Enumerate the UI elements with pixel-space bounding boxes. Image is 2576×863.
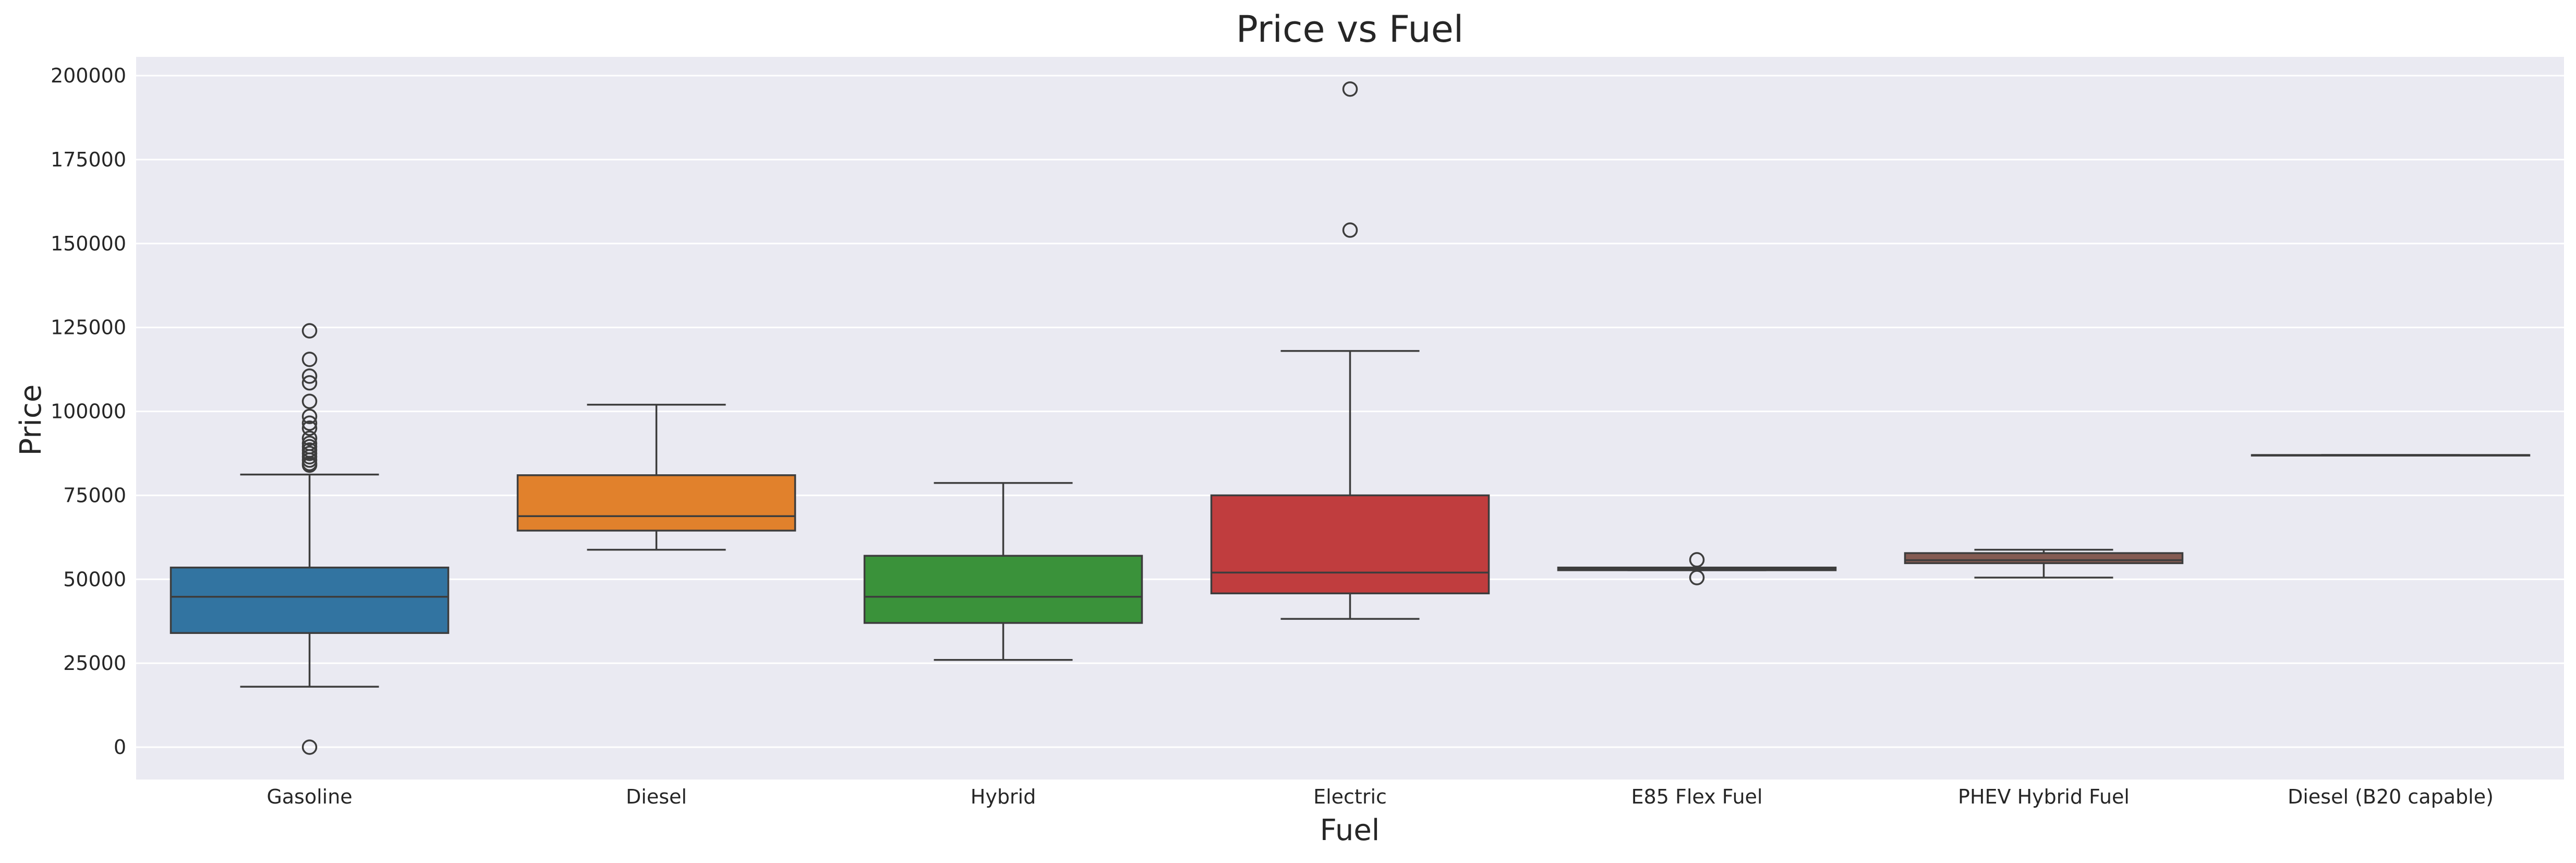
box <box>1904 552 2184 565</box>
outlier-point <box>301 352 318 367</box>
outlier-point <box>301 375 318 391</box>
x-tick-label: Electric <box>1313 785 1387 808</box>
outlier-point <box>301 368 318 384</box>
box <box>516 474 796 532</box>
y-tick-label: 25000 <box>63 652 126 675</box>
box-group <box>1904 548 2184 579</box>
y-tick-label: 175000 <box>51 148 126 171</box>
box <box>1210 494 1490 595</box>
x-tick-label: Diesel <box>626 785 687 808</box>
y-tick-label: 0 <box>114 736 126 759</box>
box-group <box>863 482 1143 661</box>
x-tick-labels: Gasoline Diesel Hybrid Electric E85 Flex Fue… <box>267 785 2494 808</box>
x-tick-label: E85 Flex Fuel <box>1631 785 1763 808</box>
box-group <box>516 403 796 551</box>
box-group <box>170 323 450 755</box>
y-tick-label: 50000 <box>63 568 126 591</box>
y-tick-label: 200000 <box>51 64 126 87</box>
x-tick-label: Diesel (B20 capable) <box>2288 785 2494 808</box>
outlier-point <box>1342 81 1358 97</box>
box-group <box>2251 454 2531 457</box>
y-tick-label: 75000 <box>63 484 126 507</box>
x-tick-label: Hybrid <box>971 785 1036 808</box>
outlier-point <box>301 323 318 339</box>
outlier-point <box>301 420 318 436</box>
box <box>170 566 450 634</box>
y-tick-label: 125000 <box>51 316 126 339</box>
outlier-point <box>1689 570 1705 585</box>
outlier-point <box>1689 552 1705 568</box>
y-tick-label: 150000 <box>51 232 126 255</box>
outlier-point <box>301 739 318 755</box>
outlier-point <box>301 415 318 431</box>
x-axis-label: Fuel <box>1320 813 1380 847</box>
outlier-point <box>301 393 318 409</box>
x-tick-label: PHEV Hybrid Fuel <box>1958 785 2130 808</box>
box <box>863 555 1143 624</box>
outlier-point <box>1342 222 1358 238</box>
outlier-point <box>301 430 318 446</box>
boxes <box>170 81 2531 755</box>
chart-title: Price vs Fuel <box>1236 8 1464 51</box>
y-tick-label: 100000 <box>51 400 126 423</box>
y-axis-label: Price <box>14 385 48 456</box>
outlier-point <box>301 409 318 424</box>
box-group <box>1210 81 1490 620</box>
y-tick-labels: 0 25000 50000 75000 100000 125000 150000 175000… <box>51 64 126 759</box>
box-group <box>1557 552 1837 585</box>
x-tick-label: Gasoline <box>267 785 352 808</box>
outlier-point <box>301 457 318 473</box>
